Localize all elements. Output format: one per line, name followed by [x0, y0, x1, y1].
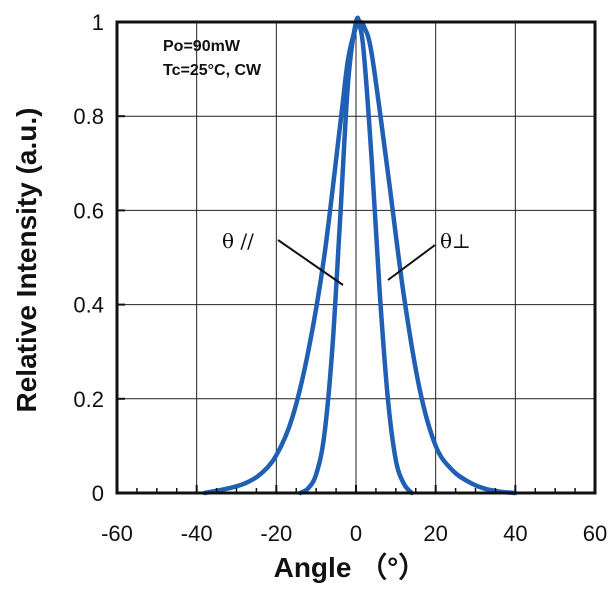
- x-tick-label: 20: [423, 521, 447, 546]
- x-tick-label: -60: [101, 521, 133, 546]
- y-tick-label: 0.4: [73, 293, 104, 318]
- x-tick-label: -20: [260, 521, 292, 546]
- x-tick-label: 60: [583, 521, 607, 546]
- annotation-power: Po=90mW: [163, 38, 241, 55]
- leader-line-parallel: [277, 239, 344, 286]
- y-axis-label: Relative Intensity (a.u.): [11, 108, 42, 413]
- x-tick-label: 0: [350, 521, 362, 546]
- grid-horizontal: [117, 115, 595, 400]
- grid-vertical: [196, 22, 516, 493]
- leader-line-perpendicular: [387, 244, 436, 281]
- annotation-conditions: Tc=25°C, CW: [163, 62, 262, 79]
- x-tick-label: -40: [181, 521, 213, 546]
- series-label-perpendicular: θ⊥: [440, 229, 471, 253]
- x-axis-label: Angle （°）: [274, 551, 427, 583]
- y-tick-label: 0.6: [73, 198, 104, 223]
- y-tick-label: 0.8: [73, 104, 104, 129]
- y-tick-label: 0: [92, 481, 104, 506]
- series-label-parallel: θ //: [222, 229, 254, 253]
- x-ticks: -60 -40 -20 0 20 40 60: [101, 485, 607, 546]
- y-tick-label: 1: [92, 10, 104, 35]
- series-line-parallel: [297, 15, 415, 496]
- y-tick-label: 0.2: [73, 387, 104, 412]
- y-ticks: 0 0.2 0.4 0.6 0.8 1: [73, 10, 125, 506]
- x-tick-label: 40: [503, 521, 527, 546]
